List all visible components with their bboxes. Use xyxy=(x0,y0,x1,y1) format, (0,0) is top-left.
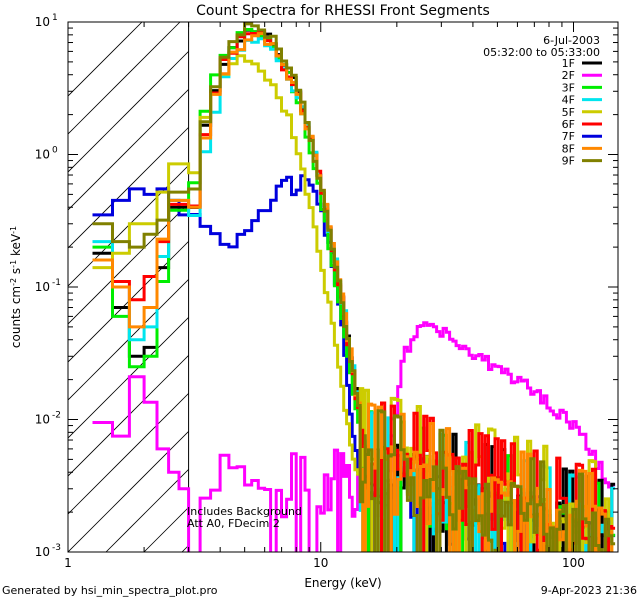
hatch-line xyxy=(68,22,181,135)
annotation-line-1: Includes Background xyxy=(187,505,302,518)
legend-label-7f: 7F xyxy=(562,130,575,143)
y-tick-exponent: -3 xyxy=(52,543,61,553)
hatch-line xyxy=(68,22,219,173)
x-tick-label: 1 xyxy=(64,556,72,570)
time-range-label: 05:32:00 to 05:33:00 xyxy=(483,46,600,59)
y-tick-label: 10 xyxy=(35,413,50,427)
series-line-5f xyxy=(92,54,614,552)
y-tick-label: 10 xyxy=(35,280,50,294)
y-tick-label: 10 xyxy=(35,545,50,559)
y-axis-label: counts cm-2 s-1 keV-1 xyxy=(9,226,24,348)
legend-label-9f: 9F xyxy=(562,155,575,168)
series-line-2f xyxy=(92,321,616,552)
date-label: 6-Jul-2003 xyxy=(543,34,600,47)
x-tick-label: 10 xyxy=(313,556,328,570)
series-line-9f xyxy=(92,22,616,552)
legend-label-3f: 3F xyxy=(562,81,575,94)
y-tick-exponent: 1 xyxy=(52,13,58,23)
annotation-line-2: Att A0, FDecim 2 xyxy=(187,517,280,530)
footer-generated-by: Generated by hsi_min_spectra_plot.pro xyxy=(2,584,218,597)
x-axis-label: Energy (keV) xyxy=(304,576,381,590)
chart-title: Count Spectra for RHESSI Front Segments xyxy=(196,3,490,19)
legend-label-5f: 5F xyxy=(562,106,575,119)
y-tick-label: 10 xyxy=(35,148,50,162)
hatch-line xyxy=(68,22,257,211)
series-layer xyxy=(92,22,616,552)
legend-label-6f: 6F xyxy=(562,118,575,131)
legend-label-1f: 1F xyxy=(562,57,575,70)
y-tick-exponent: -2 xyxy=(52,411,61,421)
x-tick-label: 100 xyxy=(562,556,585,570)
legend-label-8f: 8F xyxy=(562,142,575,155)
y-tick-exponent: 0 xyxy=(52,146,58,156)
y-tick-label: 10 xyxy=(35,15,50,29)
legend-label-2f: 2F xyxy=(562,69,575,82)
footer-timestamp: 9-Apr-2023 21:36 xyxy=(541,584,637,597)
x-axis: 1 10 100 xyxy=(64,22,585,570)
legend-label-4f: 4F xyxy=(562,94,575,107)
y-tick-exponent: -1 xyxy=(52,278,61,288)
